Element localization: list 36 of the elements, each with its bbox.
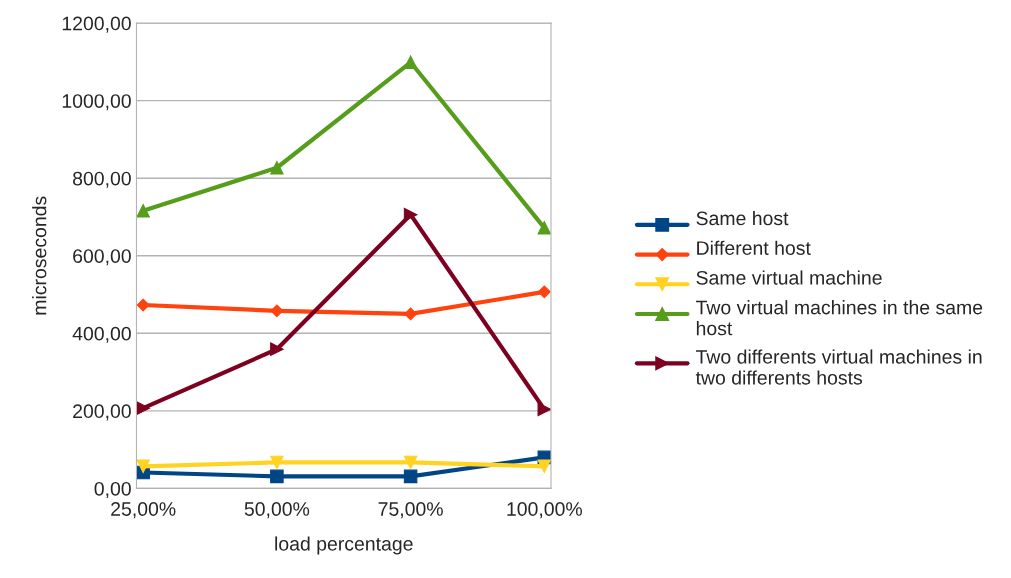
- point: [403, 55, 418, 70]
- point: [136, 459, 150, 474]
- legend-label: Same host: [696, 210, 789, 226]
- point: [270, 160, 284, 175]
- point: [136, 401, 150, 415]
- x-tick-label: 75,00%: [378, 502, 443, 519]
- legend-label: Two differents virtual machines in two differents hosts: [695, 349, 982, 385]
- point: [403, 469, 418, 484]
- y-tick-label: 200,00: [73, 404, 131, 421]
- point: [270, 304, 284, 318]
- legend-label: Same virtual machine: [696, 270, 882, 285]
- point: [537, 459, 551, 474]
- y-tick-label: 1000,00: [62, 94, 131, 111]
- point: [270, 455, 284, 470]
- y-axis-title: microseconds: [32, 196, 47, 315]
- point: [136, 204, 150, 218]
- point: [270, 342, 284, 356]
- legend-label: Different host: [697, 240, 811, 255]
- point: [403, 455, 418, 470]
- legend-label: Two virtual machines in the same host: [696, 300, 983, 336]
- x-tick-label: 25,00%: [111, 502, 176, 519]
- x-tick-label: 50,00%: [244, 502, 310, 519]
- y-tick-label: 0,00: [94, 481, 131, 498]
- point: [136, 298, 150, 312]
- x-tick-label: 100,00%: [507, 502, 582, 519]
- point: [270, 469, 284, 484]
- point: [403, 207, 418, 222]
- y-tick-label: 1200,00: [62, 16, 131, 33]
- point: [537, 285, 551, 299]
- x-axis-title: load percentage: [275, 536, 413, 555]
- y-tick-label: 600,00: [73, 249, 131, 266]
- point: [537, 402, 551, 417]
- y-tick-label: 400,00: [72, 326, 131, 343]
- y-tick-label: 800,00: [73, 171, 131, 188]
- point: [537, 221, 551, 235]
- point: [404, 307, 418, 321]
